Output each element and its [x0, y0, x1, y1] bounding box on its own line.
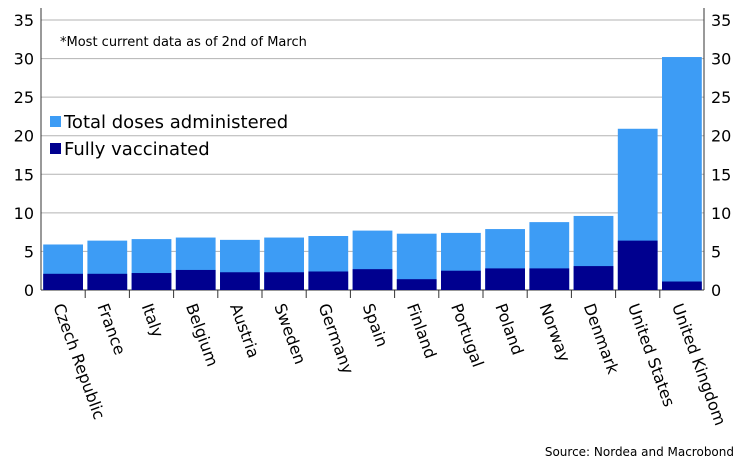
y-axis-right: 0 5 10 15 20 25 30 35 — [711, 11, 731, 300]
bar-fully-vaccinated — [617, 240, 658, 290]
bar-fully-vaccinated — [352, 269, 393, 290]
legend-swatch-total-doses — [50, 116, 61, 127]
y-tick-label-right: 25 — [711, 88, 731, 107]
x-axis-tick-marks — [84, 290, 661, 298]
bars — [43, 57, 702, 291]
y-tick-label-left: 10 — [14, 204, 34, 223]
bar-fully-vaccinated — [396, 279, 437, 290]
source-note: Source: Nordea and Macrobond — [545, 445, 734, 459]
x-tick-label: Belgium — [182, 301, 222, 369]
x-tick-label: United Kingdom — [668, 301, 730, 428]
y-axis-left: 0 5 10 15 20 25 30 35 — [14, 11, 34, 300]
y-tick-label-right: 15 — [711, 165, 731, 184]
x-tick-label: Norway — [536, 301, 575, 365]
x-tick-label: Poland — [491, 301, 527, 358]
legend-label-total-doses: Total doses administered — [63, 112, 288, 133]
x-tick-label: Denmark — [580, 301, 623, 377]
bar-total-doses — [662, 57, 702, 291]
bar-fully-vaccinated — [175, 269, 216, 290]
y-tick-label-right: 10 — [711, 204, 731, 223]
x-tick-label: Finland — [403, 301, 440, 361]
y-tick-label-left: 25 — [14, 88, 34, 107]
y-tick-label-left: 30 — [14, 50, 34, 69]
annotation-note: *Most current data as of 2nd of March — [60, 35, 307, 50]
legend: Total doses administered Fully vaccinate… — [50, 112, 288, 160]
x-tick-label: Spain — [359, 301, 392, 350]
bar-fully-vaccinated — [662, 281, 702, 290]
legend-swatch-fully-vaccinated — [50, 143, 61, 154]
y-tick-label-left: 20 — [14, 127, 34, 146]
y-tick-label-left: 35 — [14, 11, 34, 30]
bar-fully-vaccinated — [441, 270, 481, 290]
x-tick-label: Portugal — [447, 301, 488, 370]
y-tick-label-left: 0 — [24, 281, 34, 300]
y-tick-label-right: 30 — [711, 50, 731, 69]
x-tick-label: Sweden — [270, 301, 309, 367]
x-tick-label: Germany — [315, 301, 358, 377]
legend-label-fully-vaccinated: Fully vaccinated — [64, 139, 210, 160]
bar-fully-vaccinated — [220, 272, 260, 290]
bar-fully-vaccinated — [529, 268, 570, 290]
y-tick-label-right: 5 — [711, 242, 721, 261]
bar-fully-vaccinated — [131, 273, 172, 290]
x-tick-label: United States — [624, 301, 679, 409]
x-tick-label: France — [94, 301, 130, 357]
bar-fully-vaccinated — [573, 266, 614, 290]
bar-fully-vaccinated — [485, 268, 525, 290]
bar-fully-vaccinated — [43, 273, 83, 290]
y-tick-label-right: 0 — [711, 281, 721, 300]
bar-fully-vaccinated — [308, 271, 349, 290]
x-tick-label: Austria — [226, 301, 263, 361]
bar-fully-vaccinated — [264, 272, 304, 290]
x-tick-label: Italy — [138, 301, 168, 340]
y-tick-label-right: 20 — [711, 127, 731, 146]
bar-fully-vaccinated — [87, 273, 128, 290]
y-tick-label-left: 5 — [24, 242, 34, 261]
y-tick-label-right: 35 — [711, 11, 731, 30]
y-tick-label-left: 15 — [14, 165, 34, 184]
